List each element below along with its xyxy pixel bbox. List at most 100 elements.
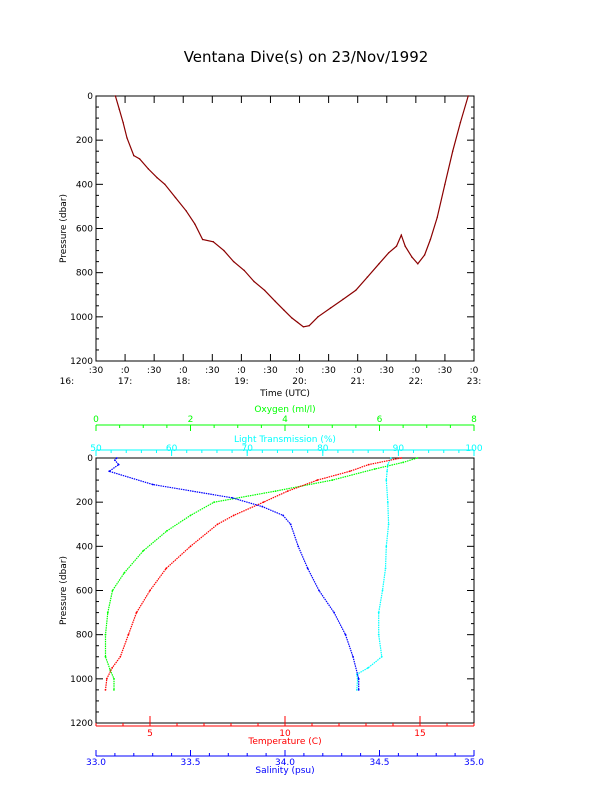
depth-time-point — [122, 121, 124, 124]
y-tick-label-top: 400 — [76, 180, 93, 190]
salinity-axis-label: Salinity (psu) — [255, 766, 314, 776]
transmission-profile-point — [384, 567, 387, 570]
depth-time-point — [423, 254, 426, 256]
salinity-profile-point — [115, 457, 118, 459]
depth-time-point — [201, 238, 204, 241]
salinity-profile-point — [282, 514, 285, 517]
depth-time-point — [404, 245, 406, 247]
y-tick-label-top: 200 — [76, 136, 93, 146]
salinity-profile-point — [261, 505, 264, 508]
depth-time-point — [133, 154, 135, 157]
oxygen-tick-label: 0 — [93, 415, 99, 425]
x-tick-hour-label: 17: — [118, 377, 132, 387]
temperature-profile-point — [286, 490, 289, 493]
temperature-profile-point — [216, 523, 219, 526]
transmission-tick-label: 80 — [317, 444, 329, 454]
depth-time-point — [400, 234, 403, 236]
x-tick-minute-label: :0 — [411, 366, 420, 376]
temperature-profile-point — [262, 501, 265, 504]
oxygen-profile-point — [416, 457, 419, 459]
salinity-profile-point — [306, 567, 309, 570]
x-tick-minute-label: :0 — [470, 366, 479, 376]
depth-time-point — [329, 307, 332, 309]
transmission-profile-point — [377, 633, 380, 636]
depth-time-point — [444, 183, 446, 186]
oxygen-tick-label: 2 — [188, 415, 194, 425]
depth-time-point — [366, 276, 369, 278]
depth-time-point — [263, 289, 266, 292]
transmission-tick-label: 70 — [241, 444, 253, 454]
transmission-profile-point — [355, 688, 358, 691]
depth-time-point — [253, 280, 255, 283]
temperature-tick-label: 10 — [279, 729, 291, 739]
transmission-profile-point — [385, 479, 388, 481]
salinity-profile-point — [357, 677, 360, 680]
x-tick-minute-label: :30 — [380, 366, 395, 376]
depth-time-point — [118, 108, 120, 110]
salinity-tick-label: 33.0 — [86, 758, 106, 768]
x-tick-minute-label: :0 — [295, 366, 304, 376]
transmission-profile-point — [380, 655, 383, 658]
x-tick-minute-label: :0 — [121, 366, 130, 376]
chart-title: Ventana Dive(s) on 23/Nov/1992 — [183, 48, 429, 66]
oxygen-profile-point — [213, 501, 216, 504]
depth-time-point — [223, 249, 225, 252]
y-tick-label-bottom: 1200 — [70, 719, 93, 729]
depth-time-point — [378, 263, 380, 265]
y-axis-label-top: Pressure (dbar) — [59, 194, 69, 263]
oxygen-profile-point — [113, 688, 115, 691]
transmission-profile-point — [386, 501, 389, 504]
salinity-profile-point — [231, 496, 233, 499]
depth-time-point — [342, 298, 344, 300]
salinity-profile-point — [318, 589, 320, 592]
oxygen-tick-label: 6 — [377, 415, 383, 425]
y-tick-label-top: 1000 — [70, 313, 93, 323]
plot-frame-top — [95, 95, 475, 362]
depth-time-point — [429, 238, 432, 241]
transmission-tick-label: 100 — [465, 444, 482, 454]
salinity-profile-point — [352, 655, 354, 658]
oxygen-profile-point — [165, 529, 168, 532]
temperature-profile-point — [149, 589, 151, 592]
y-axis-label-bottom: Pressure (dbar) — [59, 556, 69, 625]
depth-time-point — [114, 95, 117, 97]
salinity-profile-point — [344, 633, 347, 636]
depth-time-point — [243, 269, 245, 272]
salinity-tick-label: 33.5 — [180, 758, 200, 768]
oxygen-profile-point — [189, 514, 192, 517]
salinity-tick-label: 34.5 — [369, 758, 389, 768]
oxygen-axis-label: Oxygen (ml/l) — [254, 405, 315, 415]
transmission-tick-label: 60 — [166, 444, 178, 454]
salinity-profile-point — [151, 483, 154, 486]
temperature-profile-point — [165, 567, 168, 570]
oxygen-profile-point — [113, 677, 115, 680]
transmission-profile-point — [386, 463, 389, 466]
depth-time-point — [156, 177, 158, 179]
transmission-profile-line — [356, 457, 392, 690]
x-tick-minute-label: :30 — [321, 366, 336, 376]
oxygen-tick-label: 4 — [282, 415, 288, 425]
x-axis-label-time: Time (UTC) — [259, 389, 310, 399]
plot-frame-bottom — [95, 457, 475, 724]
depth-time-point — [296, 321, 299, 324]
transmission-profile-point — [386, 470, 388, 473]
y-tick-label-top: 800 — [76, 269, 93, 279]
salinity-profile-point — [297, 545, 300, 548]
x-tick-hour-label: 16: — [60, 377, 74, 387]
temperature-profile-line — [104, 457, 402, 690]
y-tick-label-top: 600 — [76, 225, 93, 235]
y-tick-label-top: 0 — [87, 92, 93, 102]
salinity-tick-label: 35.0 — [464, 758, 484, 768]
x-tick-minute-label: :0 — [179, 366, 188, 376]
x-tick-minute-label: :0 — [237, 366, 246, 376]
transmission-profile-point — [389, 457, 392, 459]
depth-time-point — [291, 317, 293, 319]
depth-time-point — [417, 263, 419, 265]
x-tick-hour-label: 19: — [234, 377, 248, 387]
temperature-axis-label: Temperature (C) — [247, 737, 321, 747]
salinity-profile-point — [117, 463, 120, 466]
depth-time-point — [308, 324, 310, 327]
salinity-profile-point — [114, 459, 116, 462]
oxygen-profile-point — [104, 633, 107, 636]
temperature-profile-point — [232, 514, 235, 517]
